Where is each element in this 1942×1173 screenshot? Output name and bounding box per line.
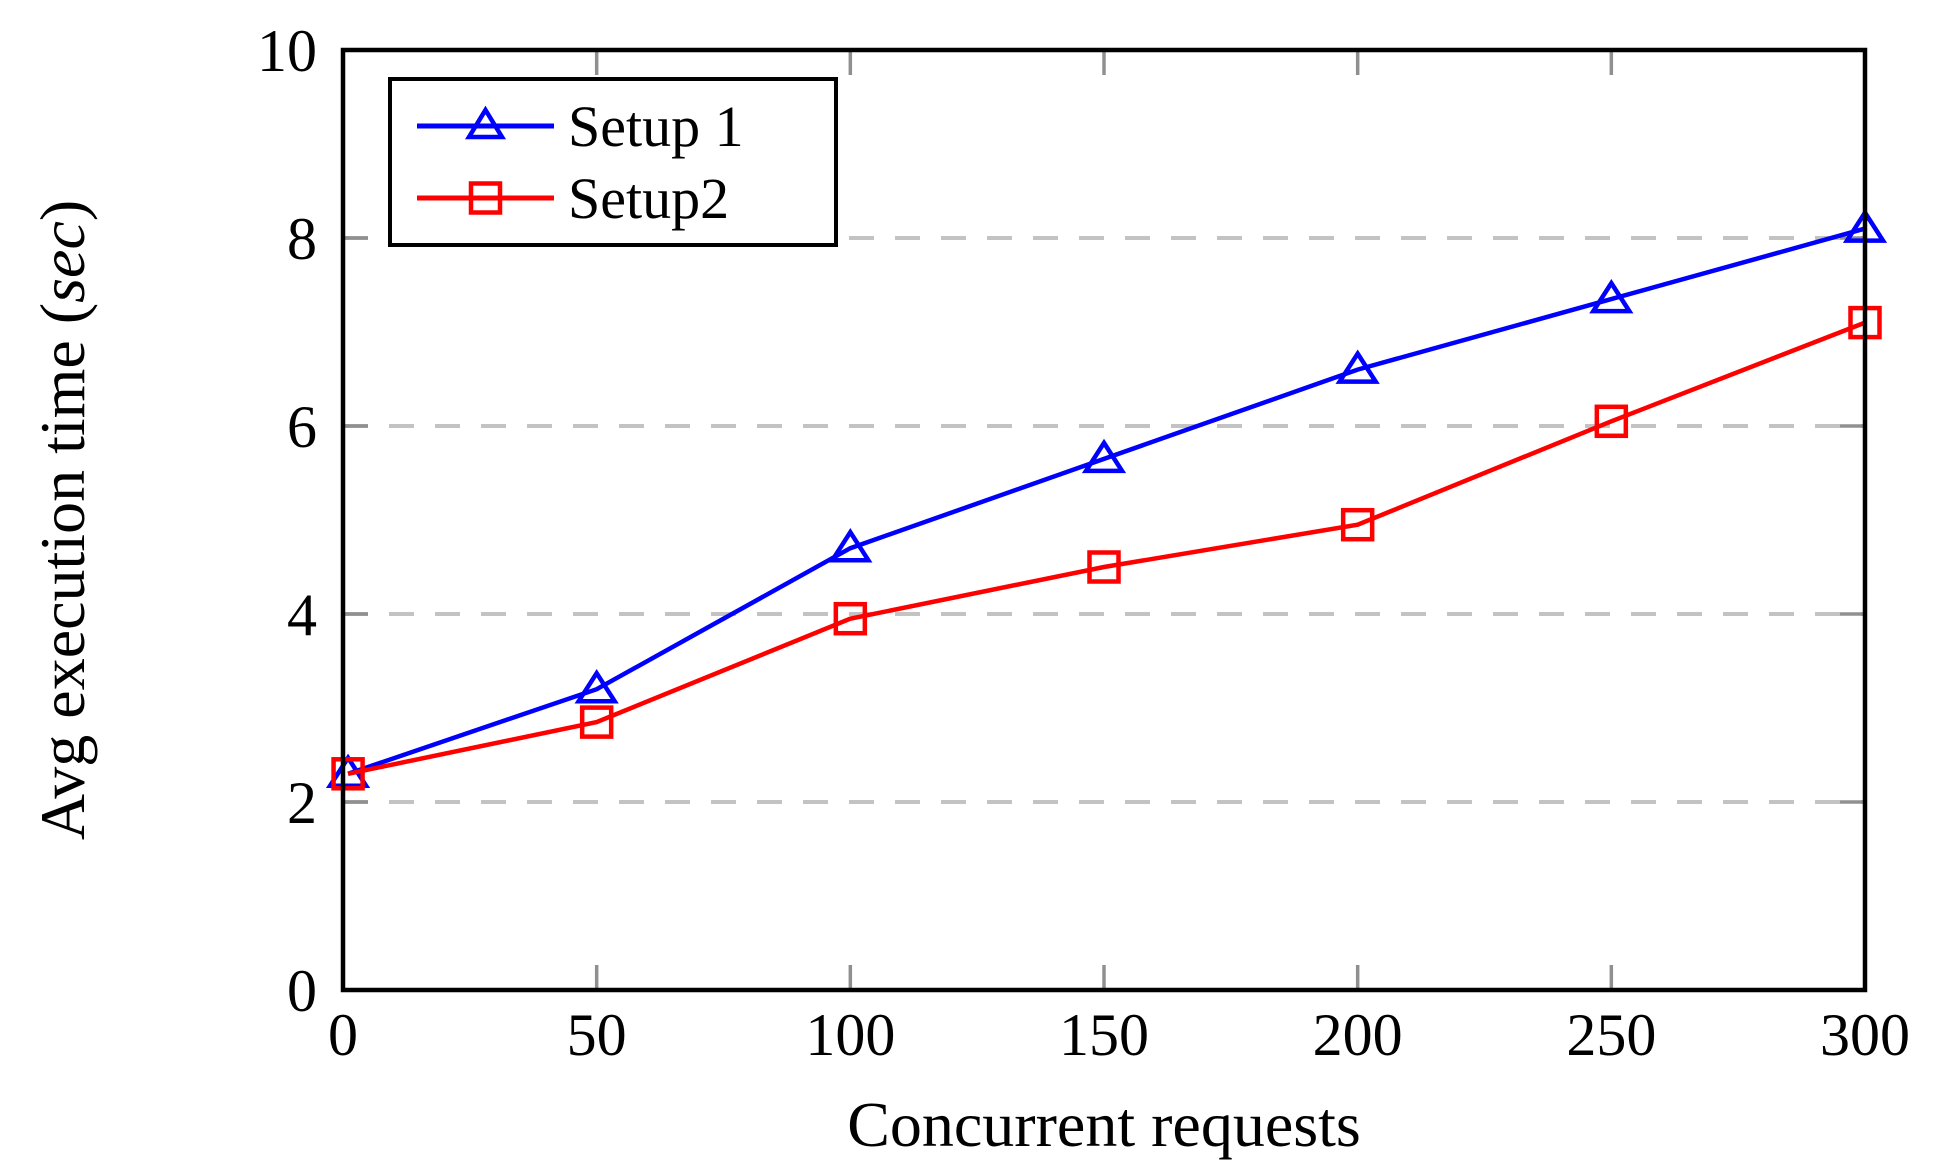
legend-item-setup-2: Setup2 bbox=[417, 162, 834, 234]
legend-label-setup-1: Setup 1 bbox=[568, 93, 744, 159]
y-tick-label-2: 2 bbox=[287, 770, 317, 836]
marker-triangle bbox=[828, 528, 873, 563]
y-tick-label-10: 10 bbox=[257, 18, 317, 84]
plot-frame bbox=[340, 47, 1868, 993]
y-axis-title-unit: sec bbox=[27, 221, 98, 303]
series-line-1 bbox=[347, 320, 1866, 777]
marker-square bbox=[579, 705, 614, 739]
legend-item-setup-1: Setup 1 bbox=[417, 90, 834, 162]
y-tick-label-4: 4 bbox=[287, 582, 317, 648]
marker-triangle bbox=[574, 669, 619, 704]
x-tick-label-200: 200 bbox=[1313, 1002, 1403, 1068]
x-axis-title: Concurrent requests bbox=[847, 1089, 1361, 1160]
marker-square bbox=[1340, 507, 1375, 542]
y-axis-title-prefix: Avg execution time ( bbox=[27, 302, 98, 841]
marker-triangle bbox=[1589, 278, 1634, 314]
setup-1-line-triangle-icon bbox=[417, 105, 554, 140]
x-tick-label-250: 250 bbox=[1566, 1002, 1656, 1068]
marker-square bbox=[1594, 404, 1629, 439]
legend-label-setup-2: Setup2 bbox=[568, 165, 730, 231]
marker-triangle bbox=[1081, 438, 1127, 474]
y-axis-title: Avg execution time (sec) bbox=[26, 200, 100, 840]
marker-square bbox=[833, 601, 868, 636]
marker-square bbox=[331, 757, 365, 791]
x-tick-label-150: 150 bbox=[1059, 1002, 1149, 1068]
series-line-0 bbox=[347, 226, 1866, 776]
x-tick-label-100: 100 bbox=[805, 1002, 895, 1068]
x-tick-label-300: 300 bbox=[1820, 1002, 1910, 1068]
marker-triangle bbox=[1335, 349, 1380, 384]
y-tick-label-6: 6 bbox=[287, 394, 317, 460]
x-tick-label-50: 50 bbox=[567, 1002, 627, 1068]
setup-2-line-square-icon bbox=[417, 181, 554, 215]
y-tick-label-8: 8 bbox=[287, 206, 317, 272]
x-tick-label-0: 0 bbox=[328, 1002, 358, 1068]
legend: Setup 1 Setup2 bbox=[388, 77, 838, 247]
marker-square bbox=[1087, 550, 1121, 584]
y-axis-title-suffix: ) bbox=[27, 199, 98, 222]
y-tick-label-0: 0 bbox=[287, 958, 317, 1024]
